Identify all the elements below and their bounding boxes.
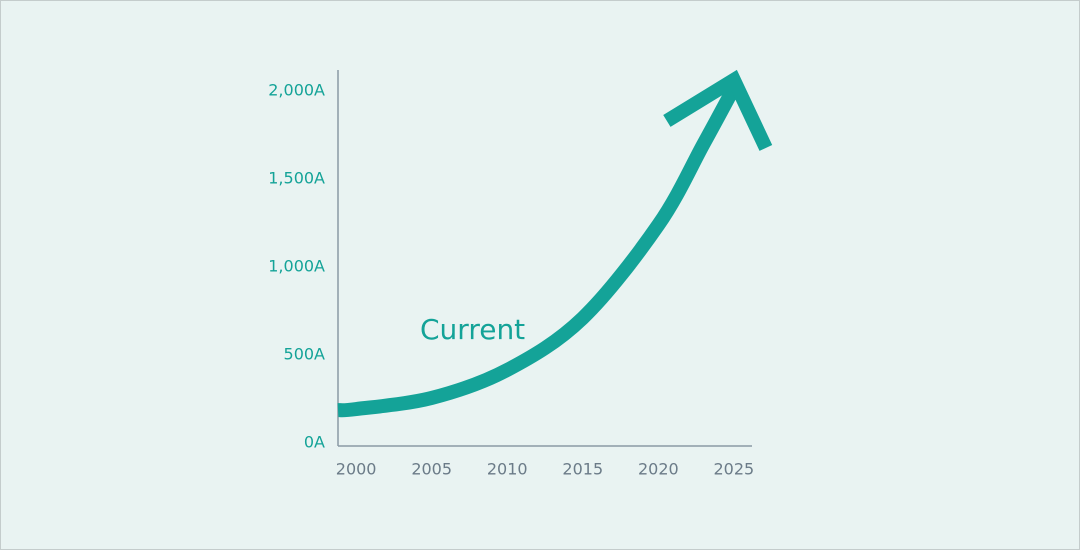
x-tick-label: 2000	[336, 460, 377, 479]
y-tick-label: 1,000A	[268, 256, 325, 275]
plot: 0A 500A 1,000A 1,500A 2,000A 2000 2005 2010 2015…	[268, 69, 773, 479]
y-tick-label: 2,000A	[268, 80, 325, 99]
y-tick-label: 500A	[284, 344, 326, 363]
line	[337, 84, 741, 418]
x-tick-label: 2010	[487, 460, 528, 479]
arrow-head	[663, 69, 773, 151]
y-tick-label: 1,500A	[268, 168, 325, 187]
x-tick-label: 2020	[638, 460, 679, 479]
series-label: Current	[420, 313, 525, 346]
x-tick-label: 2005	[411, 460, 452, 479]
x-tick-label: 2025	[714, 460, 755, 479]
y-tick-label: 0A	[304, 433, 325, 452]
x-tick-label: 2015	[562, 460, 603, 479]
